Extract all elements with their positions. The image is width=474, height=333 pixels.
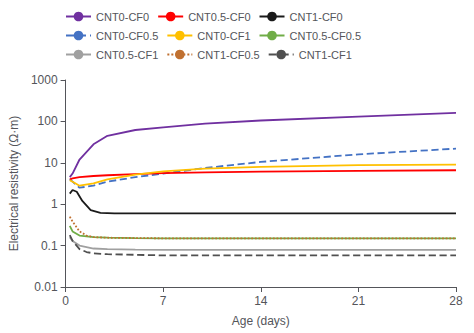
svg-text:CNT0.5-CF0.5: CNT0.5-CF0.5 — [290, 30, 362, 42]
svg-text:CNT1-CF0.5: CNT1-CF0.5 — [197, 49, 259, 61]
svg-text:28: 28 — [449, 294, 463, 308]
svg-text:CNT0-CF0.5: CNT0-CF0.5 — [96, 30, 158, 42]
svg-text:Age (days): Age (days) — [232, 314, 290, 328]
svg-text:CNT0.5-CF1: CNT0.5-CF1 — [96, 49, 158, 61]
svg-text:21: 21 — [352, 294, 366, 308]
svg-text:7: 7 — [160, 294, 167, 308]
svg-text:CNT0.5-CF0: CNT0.5-CF0 — [188, 11, 250, 23]
svg-text:CNT1-CF0: CNT1-CF0 — [290, 11, 343, 23]
svg-text:CNT0-CF0: CNT0-CF0 — [96, 11, 149, 23]
svg-text:CNT1-CF1: CNT1-CF1 — [299, 49, 352, 61]
svg-text:100: 100 — [38, 114, 58, 128]
svg-text:10: 10 — [44, 156, 58, 170]
svg-text:0.1: 0.1 — [41, 239, 58, 253]
svg-text:1000: 1000 — [31, 73, 58, 87]
svg-text:0: 0 — [62, 294, 69, 308]
svg-text:1: 1 — [51, 197, 58, 211]
svg-text:0.01: 0.01 — [34, 280, 58, 294]
svg-text:14: 14 — [254, 294, 268, 308]
svg-text:CNT0-CF1: CNT0-CF1 — [197, 30, 250, 42]
svg-text:Electrical resistivity (Ω·m): Electrical resistivity (Ω·m) — [7, 116, 21, 252]
